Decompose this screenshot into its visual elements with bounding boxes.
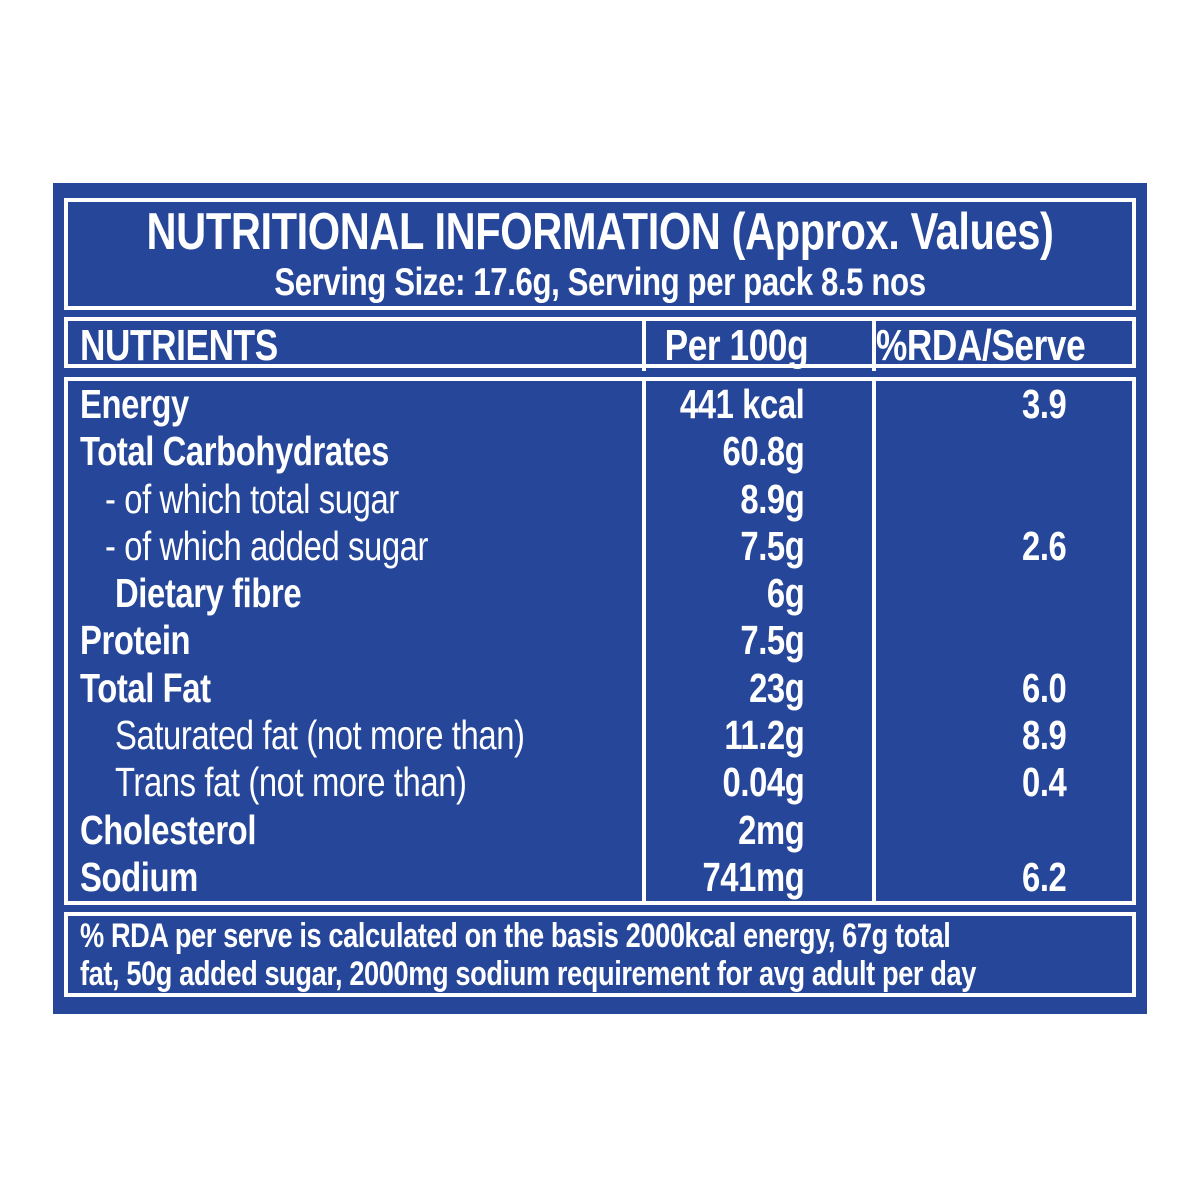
column-header-per-100g: Per 100g (642, 321, 872, 371)
table-row-sodium: Sodium 741mg 6.2 (68, 853, 1132, 901)
value-per-100g: 60.8g (642, 428, 872, 476)
table-row-saturated-fat: Saturated fat (not more than) 11.2g 8.9 (68, 711, 1132, 760)
nutrient-name: - of which total sugar (68, 476, 642, 523)
label-title: NUTRITIONAL INFORMATION (Approx. Values) (146, 203, 1054, 261)
nutrient-name-text: Dietary fibre (115, 570, 302, 617)
nutrition-label-panel: NUTRITIONAL INFORMATION (Approx. Values)… (53, 183, 1147, 1014)
table-row-total-sugar: - of which total sugar 8.9g (68, 475, 1132, 523)
nutrient-name-text: Total Fat (80, 664, 211, 711)
value-per-100g-text: 441 kcal (679, 381, 805, 428)
value-per-100g: 11.2g (642, 711, 872, 760)
value-per-100g: 7.5g (642, 522, 872, 571)
value-rda-serve: 0.4 (872, 759, 1132, 807)
value-per-100g: 7.5g (642, 617, 872, 665)
table-row-energy: Energy 441 kcal 3.9 (68, 381, 1132, 429)
nutrient-name-text: Sodium (80, 853, 198, 900)
value-rda-serve-text: 6.2 (1022, 853, 1067, 900)
nutrient-name-text: Total Carbohydrates (80, 428, 389, 475)
label-title-box: NUTRITIONAL INFORMATION (Approx. Values)… (64, 198, 1136, 310)
value-per-100g: 8.9g (642, 475, 872, 523)
rda-footnote-box: % RDA per serve is calculated on the bas… (64, 912, 1136, 997)
value-rda-serve-text: 2.6 (1022, 522, 1067, 569)
value-rda-serve (872, 475, 1132, 523)
column-header-nutrients: NUTRIENTS (68, 321, 642, 371)
table-row-protein: Protein 7.5g (68, 617, 1132, 665)
value-rda-serve: 6.0 (872, 664, 1132, 712)
table-row-total-carbohydrates: Total Carbohydrates 60.8g (68, 428, 1132, 476)
nutrient-name: - of which added sugar (68, 523, 642, 570)
nutrient-name: Sodium (68, 854, 642, 901)
value-per-100g: 0.04g (642, 759, 872, 807)
nutrient-name: Cholesterol (68, 806, 642, 853)
nutrient-name-text: Protein (80, 617, 191, 664)
value-per-100g-text: 741mg (702, 853, 805, 900)
value-rda-serve (872, 570, 1132, 618)
table-row-total-fat: Total Fat 23g 6.0 (68, 664, 1132, 712)
value-rda-serve: 3.9 (872, 381, 1132, 429)
nutrient-name-text: - of which total sugar (105, 475, 399, 522)
nutrient-name-text: Energy (80, 381, 189, 428)
column-header-rda-serve-label: %RDA/Serve (876, 321, 1086, 370)
value-per-100g-text: 0.04g (722, 759, 805, 806)
value-per-100g-text: 11.2g (724, 712, 805, 759)
value-per-100g: 441 kcal (642, 381, 872, 429)
rda-footnote-line-1: % RDA per serve is calculated on the bas… (80, 916, 951, 955)
nutrient-name: Total Fat (68, 665, 642, 712)
nutrient-name: Energy (68, 381, 642, 428)
value-per-100g-text: 8.9g (740, 475, 805, 522)
value-per-100g: 6g (642, 570, 872, 618)
value-per-100g-text: 23g (749, 664, 805, 711)
nutrient-name: Saturated fat (not more than) (68, 712, 642, 759)
nutrient-name-text: Cholesterol (80, 806, 257, 853)
table-row-dietary-fibre: Dietary fibre 6g (68, 570, 1132, 618)
value-rda-serve (872, 617, 1132, 665)
nutrient-name: Dietary fibre (68, 570, 642, 617)
nutrient-name-text: Saturated fat (not more than) (115, 712, 525, 759)
value-rda-serve-text: 0.4 (1022, 759, 1067, 806)
value-per-100g-text: 60.8g (722, 428, 805, 475)
value-rda-serve (872, 806, 1132, 854)
value-per-100g: 741mg (642, 853, 872, 901)
nutrient-name: Trans fat (not more than) (68, 759, 642, 806)
value-per-100g: 23g (642, 664, 872, 712)
value-per-100g-text: 2mg (738, 806, 805, 853)
value-rda-serve (872, 428, 1132, 476)
value-rda-serve: 2.6 (872, 522, 1132, 571)
column-header-rda-serve: %RDA/Serve (872, 321, 1138, 371)
value-per-100g-text: 6g (766, 570, 805, 617)
table-header-row: NUTRIENTS Per 100g %RDA/Serve (64, 317, 1138, 371)
rda-footnote-line-2: fat, 50g added sugar, 2000mg sodium requ… (80, 954, 976, 993)
value-rda-serve: 8.9 (872, 711, 1132, 760)
nutrient-name: Total Carbohydrates (68, 428, 642, 475)
nutrient-name-text: Trans fat (not more than) (115, 759, 467, 806)
serving-info: Serving Size: 17.6g, Serving per pack 8.… (274, 261, 926, 304)
value-rda-serve: 6.2 (872, 853, 1132, 901)
value-per-100g-text: 7.5g (740, 522, 805, 569)
column-header-per-100g-label: Per 100g (664, 321, 809, 370)
value-rda-serve-text: 8.9 (1022, 712, 1067, 759)
table-row-added-sugar: - of which added sugar 7.5g 2.6 (68, 522, 1132, 571)
value-rda-serve-text: 3.9 (1022, 381, 1067, 428)
table-row-trans-fat: Trans fat (not more than) 0.04g 0.4 (68, 759, 1132, 807)
value-per-100g-text: 7.5g (740, 617, 805, 664)
column-header-nutrients-label: NUTRIENTS (80, 321, 278, 370)
nutrient-name-text: - of which added sugar (105, 522, 429, 569)
table-row-cholesterol: Cholesterol 2mg (68, 806, 1132, 854)
value-per-100g: 2mg (642, 806, 872, 854)
nutrients-table-body: Energy 441 kcal 3.9 Total Carbohydrates … (64, 377, 1136, 905)
nutrient-name: Protein (68, 617, 642, 664)
value-rda-serve-text: 6.0 (1022, 664, 1067, 711)
